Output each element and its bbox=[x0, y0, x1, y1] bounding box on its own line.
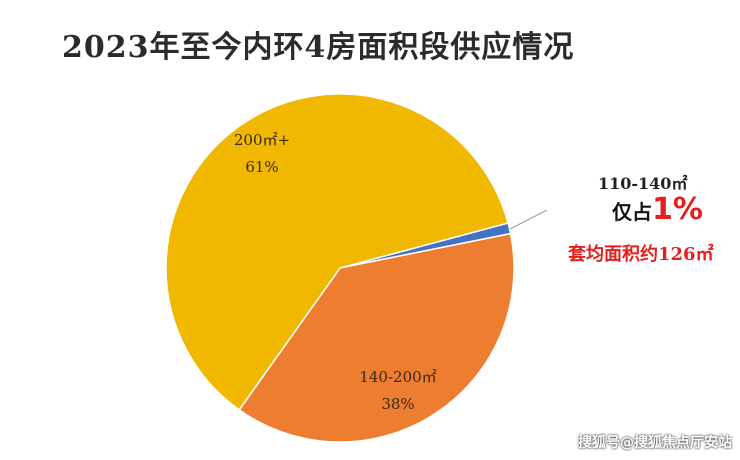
callout-average-area: 套均面积约126㎡ bbox=[568, 244, 714, 265]
callout-share-value: 1% bbox=[652, 192, 703, 227]
slice-value-200: 61% bbox=[245, 158, 278, 176]
callout-share: 仅占1% bbox=[612, 192, 703, 227]
chart-title: 2023年至今内环4房面积段供应情况 bbox=[62, 30, 575, 65]
slice-label-200: 200㎡+ bbox=[234, 131, 290, 149]
pie-slice-s200 bbox=[165, 93, 509, 411]
callout-leader-line bbox=[509, 209, 548, 230]
slice-label-140: 140-200㎡ bbox=[359, 368, 436, 386]
watermark: 搜狐号@搜狐焦点厅安站 bbox=[578, 435, 732, 451]
callout-share-prefix: 仅占 bbox=[612, 200, 652, 224]
slice-value-140: 38% bbox=[381, 395, 414, 413]
callout-range-label: 110-140㎡ bbox=[598, 174, 688, 193]
pie-slice-s140 bbox=[238, 232, 515, 443]
